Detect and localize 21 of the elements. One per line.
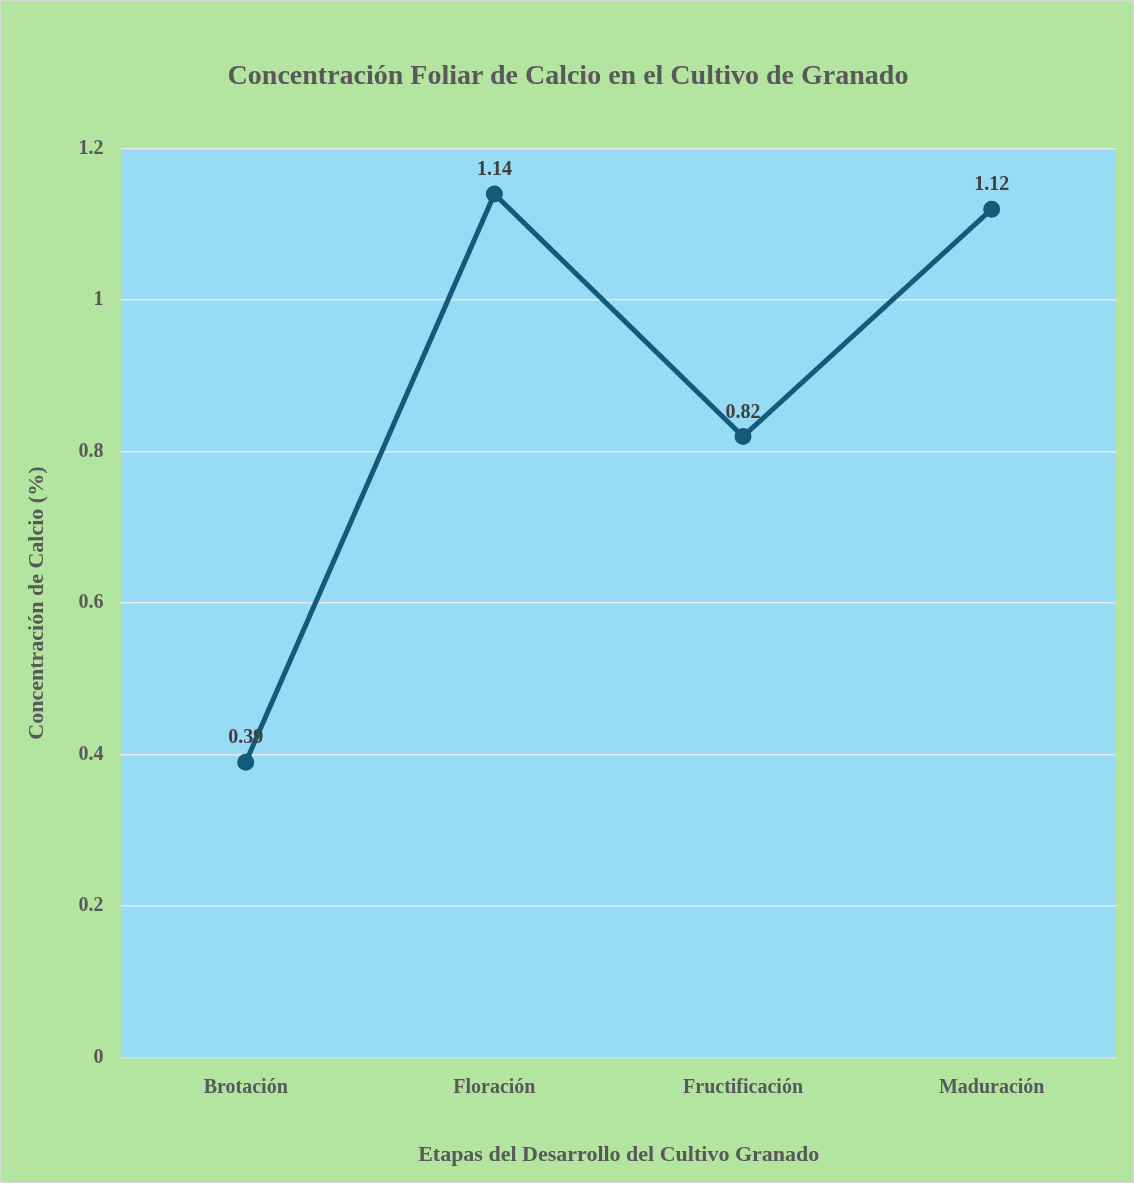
y-tick-label: 0.2 — [78, 893, 104, 916]
data-label: 1.12 — [974, 172, 1010, 195]
x-tick-label: Maduración — [938, 1074, 1045, 1097]
y-tick-label: 1 — [93, 287, 104, 310]
y-tick-label: 0 — [93, 1044, 104, 1067]
point — [237, 753, 255, 771]
y-tick-label: 0.8 — [78, 438, 104, 461]
data-label: 1.14 — [476, 157, 512, 180]
data-label: 0.82 — [725, 399, 761, 422]
y-tick-label: 1.2 — [78, 135, 104, 158]
point — [485, 185, 503, 203]
x-axis-title: Etapas del Desarrollo del Cultivo Granado — [418, 1141, 820, 1167]
point — [734, 427, 752, 445]
y-tick-label: 0.6 — [78, 590, 104, 613]
point — [983, 200, 1001, 218]
x-tick-label: Brotación — [203, 1074, 288, 1097]
x-tick-label: Floración — [453, 1074, 536, 1097]
y-axis-title: Concentración de Calcio (%) — [22, 466, 48, 740]
chart-title: Concentración Foliar de Calcio en el Cultivo de Granado — [227, 59, 909, 91]
y-tick-label: 0.4 — [78, 741, 104, 764]
x-tick-label: Fructificación — [683, 1074, 804, 1097]
